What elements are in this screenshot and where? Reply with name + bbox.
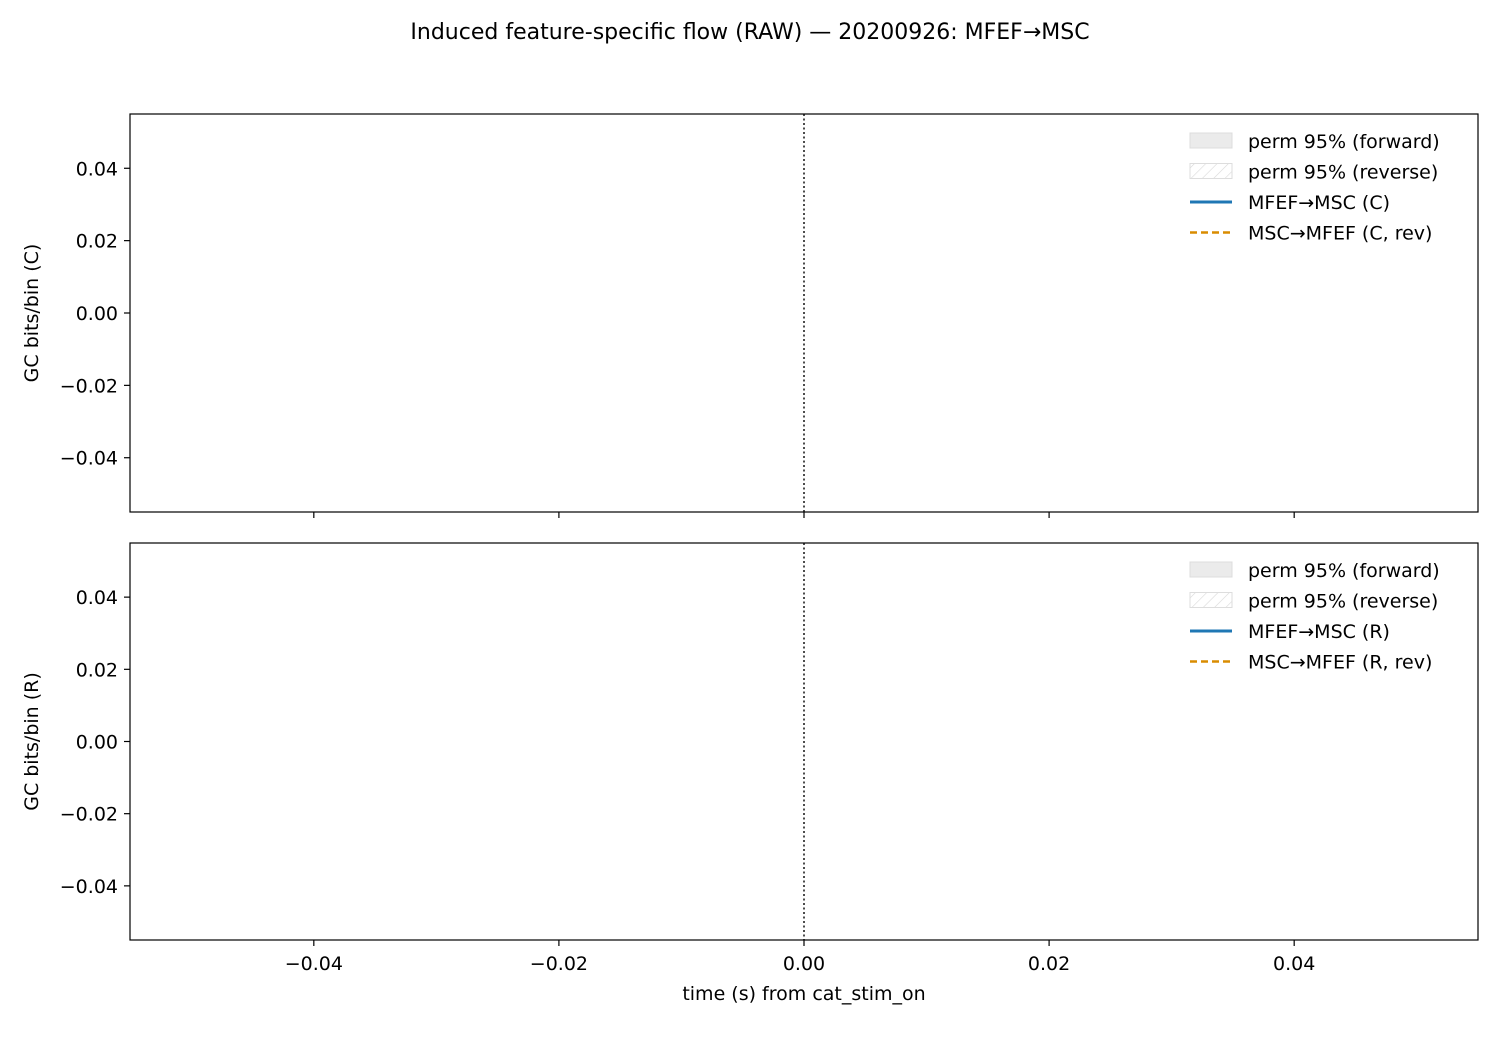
y-tick-label: −0.04 [60,448,118,470]
x-axis-label: time (s) from cat_stim_on [682,983,925,1005]
y-tick-label: 0.00 [76,732,118,754]
legend-handle-reverse-hatch [1189,163,1233,179]
legend-label: perm 95% (forward) [1248,560,1440,582]
y-axis-label: GC bits/bin (R) [21,672,43,811]
x-tick-label: −0.04 [285,953,343,975]
y-tick-label: 0.02 [76,231,118,253]
y-axis-label: GC bits/bin (C) [21,244,43,383]
x-tick-label: −0.02 [530,953,588,975]
x-tick-label: 0.02 [1028,953,1070,975]
y-tick-label: −0.04 [60,876,118,898]
legend-label: MSC→MFEF (C, rev) [1248,223,1432,245]
x-tick-label: 0.04 [1273,953,1315,975]
legend: perm 95% (forward) perm 95% (reverse) MFEF… [1189,560,1440,674]
legend-handle-reverse-hatch [1189,592,1233,608]
y-tick-label: 0.02 [76,659,118,681]
legend-label: MFEF→MSC (R) [1248,621,1390,643]
y-tick-label: −0.02 [60,804,118,826]
x-tick-label: 0.00 [783,953,825,975]
legend-handle-forward-patch [1189,561,1233,578]
legend-label: perm 95% (reverse) [1248,591,1438,613]
panel-top: 0.04 0.02 0.00 −0.02 −0.04 GC bits/bin (C) per… [21,113,1479,518]
legend-label: MSC→MFEF (R, rev) [1248,652,1432,674]
legend-label: perm 95% (forward) [1248,131,1440,153]
legend-label: perm 95% (reverse) [1248,162,1438,184]
legend: perm 95% (forward) perm 95% (reverse) MFEF… [1189,131,1440,245]
y-tick-label: 0.00 [76,303,118,325]
y-tick-label: 0.04 [76,587,118,609]
panel-bottom: 0.04 0.02 0.00 −0.02 −0.04 −0.04 −0.02 0.00 0.02… [21,542,1479,1005]
legend-label: MFEF→MSC (C) [1248,192,1390,214]
y-tick-label: −0.02 [60,375,118,397]
figure-title: Induced feature-specific flow (RAW) — 20… [410,20,1089,45]
legend-handle-forward-patch [1189,132,1233,149]
y-tick-label: 0.04 [76,158,118,180]
